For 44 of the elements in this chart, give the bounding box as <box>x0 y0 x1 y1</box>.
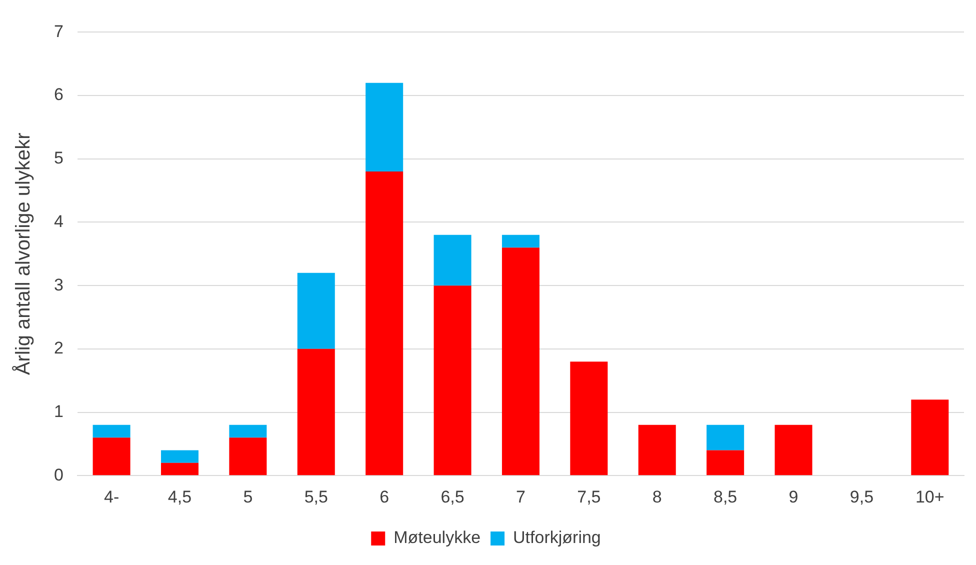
bar <box>502 248 540 476</box>
y-axis-title: Årlig antall alvorlige ulykekr <box>12 132 35 376</box>
x-tick-label: 8 <box>652 487 662 506</box>
x-tick-label: 6 <box>380 487 390 506</box>
x-tick-label: 7,5 <box>577 487 601 506</box>
bar <box>570 362 608 476</box>
x-tick-label: 7 <box>516 487 526 506</box>
bar <box>160 450 198 463</box>
bar <box>706 450 744 476</box>
x-tick-label: 8,5 <box>713 487 738 506</box>
y-tick-label: 3 <box>54 275 64 294</box>
x-tick-label: 9,5 <box>850 487 874 506</box>
legend-label: Utforkjøring <box>513 528 601 548</box>
bar <box>638 424 676 476</box>
bar <box>911 400 949 476</box>
x-tick-label: 6,5 <box>440 487 464 506</box>
legend-label: Møteulykke <box>394 528 481 548</box>
y-tick-label: 5 <box>54 148 64 168</box>
bar <box>229 438 267 476</box>
bar <box>434 234 472 286</box>
bar <box>297 348 335 476</box>
y-tick-label: 1 <box>54 402 64 421</box>
y-tick-label: 2 <box>54 338 64 358</box>
bar <box>160 462 198 476</box>
x-tick-label: 10+ <box>915 487 944 506</box>
x-tick-label: 5,5 <box>304 487 328 506</box>
y-tick-label: 4 <box>54 212 64 231</box>
x-tick-label: 5 <box>243 487 253 506</box>
x-tick-label: 9 <box>788 487 798 506</box>
x-tick-label: 4,5 <box>168 487 192 506</box>
bar <box>92 438 130 476</box>
bar <box>774 424 812 476</box>
y-tick-label: 0 <box>54 465 64 484</box>
bar <box>434 286 472 476</box>
bar <box>297 272 335 349</box>
bar <box>92 424 130 438</box>
bar <box>366 172 404 476</box>
bar <box>706 424 744 450</box>
bar <box>366 82 404 172</box>
y-tick-label: 7 <box>54 22 64 41</box>
bar <box>502 234 540 248</box>
x-tick-label: 4- <box>104 487 120 506</box>
bar <box>229 424 267 438</box>
y-tick-label: 6 <box>54 85 64 104</box>
